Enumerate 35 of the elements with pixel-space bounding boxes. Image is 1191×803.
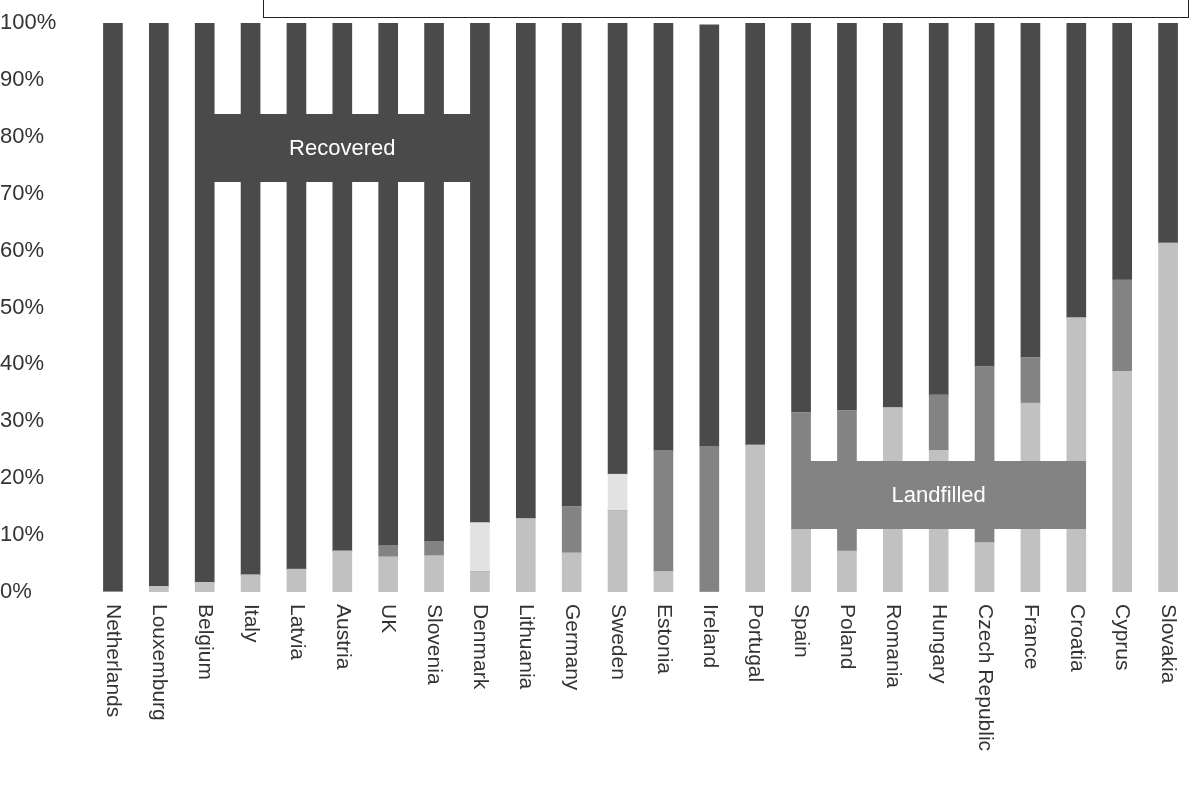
x-tick-label: Slovenia bbox=[424, 604, 448, 685]
x-tick-label: Estonia bbox=[653, 604, 677, 675]
x-tick-label: Cyprus bbox=[1112, 604, 1136, 671]
x-tick-label: Louxemburg bbox=[149, 604, 173, 721]
x-tick-label: Latvia bbox=[286, 604, 310, 661]
y-tick-label: 90% bbox=[0, 65, 45, 91]
x-tick-label: France bbox=[1020, 604, 1044, 670]
x-tick-label: Slovakia bbox=[1158, 604, 1182, 684]
x-tick-label: Portugal bbox=[745, 604, 769, 683]
y-tick-label: 0% bbox=[0, 578, 32, 604]
x-tick-label: Netherlands bbox=[103, 604, 127, 718]
y-tick-label: 60% bbox=[0, 236, 45, 262]
x-tick-label: Romania bbox=[883, 604, 907, 689]
x-tick-label: Hungary bbox=[928, 604, 952, 684]
y-tick-label: 20% bbox=[0, 464, 45, 490]
y-tick-label: 70% bbox=[0, 179, 45, 205]
y-tick-label: 10% bbox=[0, 521, 45, 547]
x-tick-label: UK bbox=[378, 604, 402, 634]
x-tick-label: Belgium bbox=[194, 604, 218, 680]
x-tick-label: Austria bbox=[332, 604, 356, 670]
x-tick-label: Poland bbox=[837, 604, 861, 670]
y-tick-label: 80% bbox=[0, 122, 45, 148]
x-tick-label: Germany bbox=[561, 604, 585, 691]
x-tick-label: Croatia bbox=[1066, 604, 1090, 673]
y-tick-label: 40% bbox=[0, 350, 45, 376]
x-tick-label: Lithuania bbox=[516, 604, 540, 690]
x-tick-label: Sweden bbox=[607, 604, 631, 680]
x-tick-label: Denmark bbox=[470, 604, 494, 690]
x-tick-label: Czech Republic bbox=[974, 604, 998, 752]
x-tick-label: Italy bbox=[240, 604, 264, 644]
y-tick-label: 50% bbox=[0, 293, 45, 319]
y-tick-label: 100% bbox=[0, 9, 57, 35]
x-tick-label: Spain bbox=[791, 604, 815, 658]
x-tick-label: Ireland bbox=[699, 604, 723, 669]
y-tick-label: 30% bbox=[0, 407, 45, 433]
